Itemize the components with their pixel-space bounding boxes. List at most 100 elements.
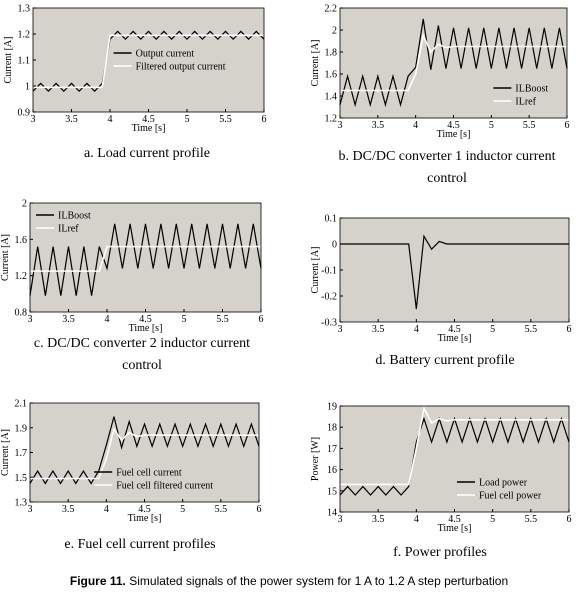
- y-tick-label: 1.3: [15, 498, 28, 509]
- plot-area: [340, 8, 567, 118]
- figure-label: Figure 11.: [69, 574, 126, 588]
- y-tick-label: 1.7: [15, 448, 28, 459]
- x-tick-label: 4.5: [139, 314, 152, 325]
- plot-frame: [339, 217, 570, 323]
- x-tick-label: 3.5: [372, 120, 385, 131]
- x-tick-label: 4.5: [138, 504, 151, 515]
- x-tick-label: 5.5: [523, 120, 536, 131]
- plot-area: [33, 8, 264, 112]
- legend-label: ILBoost: [515, 84, 548, 95]
- x-tick-label: 5: [489, 120, 494, 131]
- x-tick-label: 5: [185, 114, 190, 125]
- x-tick-label: 3.5: [65, 114, 78, 125]
- x-tick-label: 5: [180, 504, 185, 515]
- y-tick-label: 0.9: [18, 108, 31, 119]
- x-tick-label: 4: [105, 314, 110, 325]
- x-tick-label: 4.5: [142, 114, 155, 125]
- y-tick-label: 2: [332, 26, 337, 37]
- series-line: [33, 34, 264, 89]
- x-axis-label: Time [s]: [437, 129, 471, 140]
- y-axis-label: Current [A]: [3, 37, 14, 84]
- x-tick-label: 3.5: [372, 514, 385, 525]
- x-tick-label: 3: [338, 120, 343, 131]
- y-tick-label: 0.1: [325, 214, 338, 225]
- legend-label: Load power: [479, 478, 528, 489]
- y-tick-label: 1.2: [15, 271, 28, 282]
- series-line: [340, 405, 569, 486]
- y-tick-label: 1.9: [15, 423, 28, 434]
- x-tick-label: 5: [490, 324, 495, 335]
- y-tick-label: 1.3: [18, 4, 31, 15]
- series-line: [29, 416, 260, 485]
- y-tick-label: 0: [332, 240, 337, 251]
- y-tick-label: 1.2: [325, 114, 338, 125]
- x-tick-label: 3: [28, 314, 33, 325]
- y-axis-label: Current [A]: [0, 429, 11, 476]
- plot-area: [30, 203, 261, 312]
- y-tick-label: 1.4: [325, 92, 338, 103]
- x-tick-label: 5.5: [215, 504, 228, 515]
- x-tick-label: 3: [338, 324, 343, 335]
- series-line: [29, 223, 262, 296]
- x-tick-label: 3: [28, 504, 33, 515]
- x-tick-label: 4: [108, 114, 113, 125]
- series-line: [32, 30, 265, 93]
- y-tick-label: 15: [327, 486, 337, 497]
- plot-area: [340, 218, 569, 322]
- legend-label: Fuel cell current: [116, 468, 182, 479]
- legend-label: Filtered output current: [136, 62, 226, 73]
- subplot-caption: b. DC/DC converter 1 inductor current co…: [338, 149, 556, 186]
- series-line: [340, 32, 567, 92]
- x-tick-label: 4.5: [448, 324, 461, 335]
- y-tick-label: 0.8: [15, 308, 28, 319]
- plot-area: [340, 406, 569, 512]
- y-tick-label: 18: [327, 423, 337, 434]
- x-tick-label: 6: [567, 514, 572, 525]
- y-tick-label: -0.1: [321, 266, 337, 277]
- y-tick-label: 1.5: [15, 473, 28, 484]
- y-tick-label: 1: [25, 82, 30, 93]
- legend-label: ILBoost: [58, 211, 91, 222]
- subplot-caption: c. DC/DC converter 2 inductor current co…: [33, 336, 251, 373]
- plot-frame: [339, 7, 568, 119]
- x-axis-label: Time [s]: [132, 123, 166, 134]
- x-tick-label: 3.5: [62, 314, 75, 325]
- x-axis-label: Time [s]: [129, 323, 163, 334]
- plot-area: [30, 403, 259, 502]
- x-tick-label: 3.5: [62, 504, 75, 515]
- y-tick-label: 1.1: [18, 56, 31, 67]
- y-tick-label: 16: [327, 465, 337, 476]
- x-tick-label: 6: [565, 120, 570, 131]
- y-tick-label: 19: [327, 402, 337, 413]
- legend-label: ILref: [58, 224, 79, 235]
- x-tick-label: 3: [338, 514, 343, 525]
- y-tick-label: 2: [22, 199, 27, 210]
- x-tick-label: 4.5: [448, 514, 461, 525]
- plot-frame: [339, 405, 570, 513]
- y-tick-label: -0.2: [321, 292, 337, 303]
- x-tick-label: 4: [414, 514, 419, 525]
- x-tick-label: 5.5: [216, 314, 229, 325]
- y-tick-label: -0.3: [321, 318, 337, 329]
- figure-caption: Figure 11. Simulated signals of the powe…: [0, 574, 578, 588]
- legend-label: Output current: [136, 49, 195, 60]
- y-tick-label: 14: [327, 508, 337, 519]
- series-line: [339, 18, 568, 108]
- x-tick-label: 3.5: [372, 324, 385, 335]
- legend-label: ILref: [515, 97, 536, 108]
- x-tick-label: 4: [413, 120, 418, 131]
- y-axis-label: Current [A]: [0, 234, 11, 281]
- y-tick-label: 1.2: [18, 30, 31, 41]
- y-axis-label: Power [W]: [310, 437, 321, 481]
- x-tick-label: 3: [31, 114, 36, 125]
- y-tick-label: 2.2: [325, 4, 338, 15]
- series-line: [340, 234, 569, 310]
- subplot-caption: d. Battery current profile: [375, 353, 515, 368]
- y-axis-label: Current [A]: [310, 40, 321, 87]
- series-line: [30, 245, 261, 272]
- x-tick-label: 6: [257, 504, 262, 515]
- legend-label: Fuel cell power: [479, 491, 542, 502]
- subplot-caption: f. Power profiles: [393, 545, 487, 560]
- plot-frame: [29, 402, 260, 503]
